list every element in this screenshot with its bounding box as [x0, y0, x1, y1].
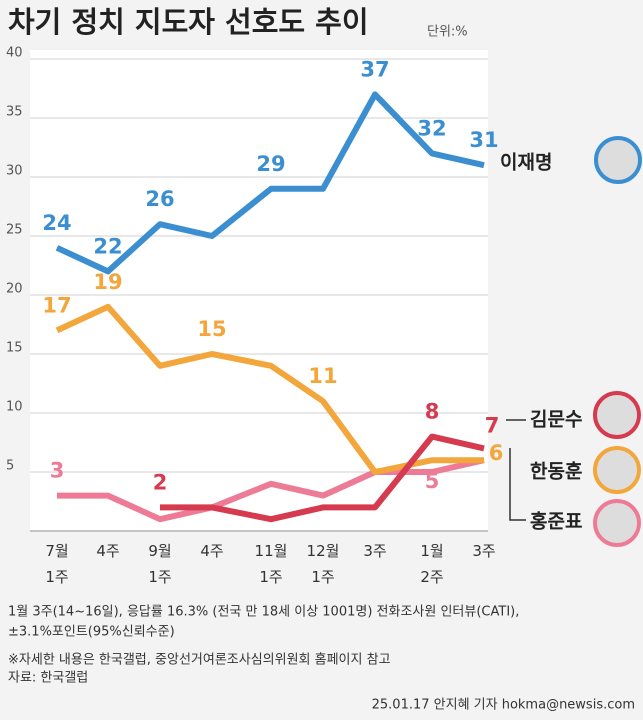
x-tick-label: 9월 1주 [148, 542, 171, 586]
line [160, 433, 485, 523]
value-label: 5 [425, 469, 440, 493]
y-tick-label: 10 [6, 400, 23, 415]
legend-photo [593, 499, 641, 547]
value-label: 19 [93, 270, 122, 294]
note: 1월 3주(14~16일), 응답률 16.3% (전국 만 18세 이상 10… [8, 605, 519, 620]
y-tick-label: 40 [6, 46, 23, 61]
y-tick-label: 20 [6, 282, 23, 297]
value-label: 37 [360, 57, 389, 81]
x-tick-label: 7월 1주 [45, 542, 68, 586]
value-label: 3 [50, 459, 65, 483]
value-label: 17 [42, 293, 71, 317]
y-tick-label: 25 [6, 223, 23, 238]
y-tick-label: 15 [6, 341, 23, 356]
legend-label: 홍준표 [530, 510, 582, 533]
legend-label: 이재명 [500, 152, 552, 174]
value-label: 7 [485, 413, 500, 437]
unit-label: 단위:% [427, 25, 468, 40]
legend-connector [506, 419, 526, 521]
y-tick-label: 5 [6, 459, 14, 474]
chart-title: 차기 정치 지도자 선호도 추이 [8, 5, 369, 39]
x-tick-label: 3주 [363, 542, 386, 560]
value-label: 31 [469, 128, 498, 152]
value-label: 15 [197, 317, 226, 341]
legend-photo [594, 136, 642, 184]
value-label: 6 [489, 441, 504, 465]
x-tick-label: 4주 [200, 542, 223, 560]
line [55, 91, 485, 275]
legend-photo [593, 446, 641, 494]
x-tick-label: 1월 2주 [420, 542, 443, 586]
credit: 25.01.17 안지혜 기자 hokma@newsis.com [372, 698, 635, 713]
value-label: 24 [42, 211, 71, 235]
value-label: 32 [417, 116, 446, 140]
value-label: 8 [425, 400, 440, 424]
y-tick-label: 35 [6, 105, 23, 120]
value-label: 26 [145, 187, 174, 211]
x-tick-label: 12월 1주 [307, 542, 340, 586]
value-label: 29 [256, 152, 285, 176]
x-tick-label: 4주 [96, 542, 119, 560]
x-tick-label: 11월 1주 [255, 542, 288, 586]
x-tick-label: 3주 [472, 542, 495, 560]
y-tick-label: 30 [6, 164, 23, 179]
source: 자료: 한국갤럽 [8, 671, 88, 686]
note: ※자세한 내용은 한국갤럽, 중앙선거여론조사심의위원회 홈페이지 참고 [8, 653, 391, 668]
value-label: 11 [308, 364, 337, 388]
legend-label: 김문수 [530, 409, 582, 431]
line [57, 457, 485, 523]
value-label: 22 [93, 234, 122, 258]
legend-label: 한동훈 [530, 460, 582, 483]
legend-photo [593, 391, 641, 439]
note: ±3.1%포인트(95%신뢰수준) [8, 625, 175, 640]
value-label: 2 [153, 470, 168, 494]
